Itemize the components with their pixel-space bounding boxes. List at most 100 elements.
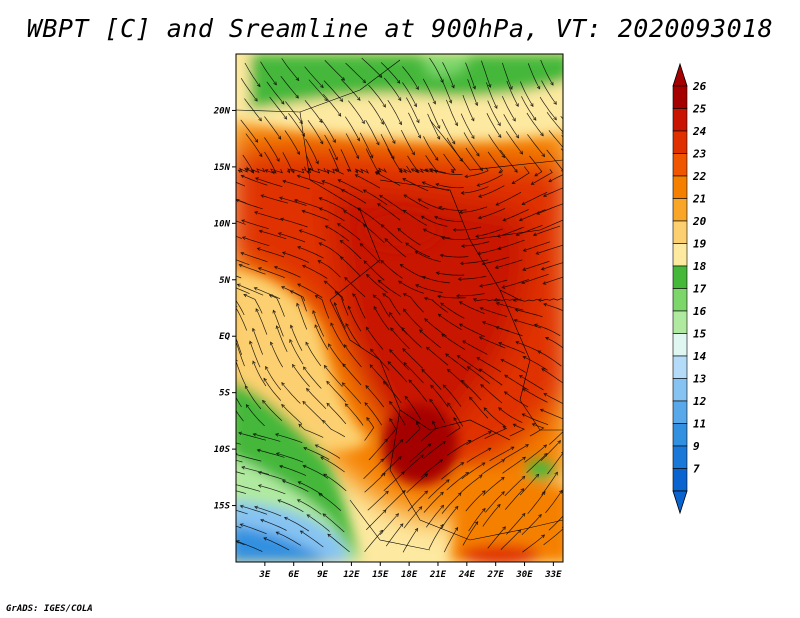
streamline-arrow [318, 197, 323, 201]
streamline-arrow [497, 122, 501, 127]
streamline-arrow [430, 384, 434, 389]
streamline [383, 77, 402, 101]
streamline [368, 100, 384, 125]
streamline-arrow [512, 298, 517, 302]
streamline [469, 396, 489, 419]
streamline-arrow [502, 217, 507, 222]
streamline [375, 167, 388, 175]
streamline [403, 210, 428, 226]
streamline-arrow [260, 518, 265, 523]
streamline [564, 58, 579, 82]
lon-tick-label: 15E [372, 570, 389, 580]
streamline-arrow [265, 365, 269, 370]
colorbar-label: 12 [693, 395, 707, 408]
streamline [365, 385, 385, 408]
streamline [539, 96, 557, 121]
streamline-arrow [339, 240, 344, 244]
streamline [536, 203, 563, 215]
streamline-arrow [417, 198, 422, 202]
streamline [302, 401, 324, 422]
streamline-arrow [452, 228, 457, 232]
streamline-arrow [239, 504, 244, 509]
streamline-arrow [344, 276, 348, 281]
streamline [442, 384, 462, 407]
streamline [308, 79, 328, 102]
streamline-arrow [514, 308, 519, 312]
streamline [521, 191, 548, 205]
streamline-arrow [396, 80, 401, 84]
streamline-arrow [414, 527, 419, 532]
streamline-arrow [481, 507, 486, 512]
streamline-arrow [521, 280, 526, 285]
streamline [407, 490, 428, 512]
streamline-arrow [382, 293, 387, 297]
streamline-arrow [281, 382, 285, 386]
streamline [282, 180, 310, 190]
streamline [254, 211, 282, 221]
streamline-arrow [289, 290, 294, 294]
streamline [441, 118, 456, 145]
colorbar-label: 18 [693, 260, 707, 273]
streamline [240, 523, 267, 535]
streamline-arrow [474, 521, 479, 525]
streamline [506, 513, 526, 535]
streamline-arrow [515, 341, 520, 345]
streamline-arrow [553, 116, 557, 121]
streamline [485, 491, 505, 513]
streamline-arrow [258, 229, 263, 234]
streamline-arrow [218, 466, 221, 469]
streamline-arrow [439, 459, 444, 463]
streamline-arrow [320, 456, 325, 460]
streamline [315, 295, 330, 319]
streamline [538, 298, 563, 301]
streamline-arrow [273, 266, 278, 270]
streamline [403, 308, 423, 330]
streamline-arrow [472, 85, 476, 90]
streamline-arrow [244, 385, 249, 389]
streamline-arrow [498, 407, 502, 411]
streamline [323, 473, 347, 492]
streamline [257, 247, 285, 258]
streamline-arrow [380, 458, 385, 463]
streamline [236, 459, 243, 463]
streamline-arrow [324, 225, 329, 229]
streamline [521, 514, 542, 535]
streamline-arrow [518, 375, 523, 379]
streamline [459, 323, 485, 337]
colorbar-swatch [672, 468, 688, 492]
streamline-arrow [354, 174, 359, 178]
streamline [460, 113, 475, 139]
streamline-arrow [476, 152, 480, 157]
streamline [236, 490, 247, 494]
streamline-arrow [214, 435, 217, 438]
streamline [428, 479, 450, 499]
streamline-arrow [530, 103, 534, 108]
streamline-arrow [296, 174, 301, 179]
streamline-arrow [415, 284, 420, 288]
longitude-axis: 3E 6E 9E 12E 15E 18E 21E 24E 27E 30E 33E [258, 562, 562, 580]
streamline-arrow [540, 132, 544, 137]
streamline [337, 223, 361, 241]
streamline [341, 189, 367, 204]
streamline-arrow [220, 173, 223, 176]
streamline [487, 151, 504, 174]
streamline-arrow [337, 112, 342, 117]
streamline [297, 246, 324, 259]
streamline-arrow [454, 505, 459, 510]
streamline-arrow [447, 402, 451, 407]
streamline [527, 63, 541, 90]
streamline [296, 303, 308, 330]
streamline [482, 477, 505, 496]
streamline [280, 218, 308, 228]
streamline [330, 322, 345, 348]
streamline-arrow [543, 393, 548, 397]
streamline-arrow [320, 84, 324, 89]
streamline-arrow [263, 377, 267, 382]
streamline-arrow [487, 431, 492, 435]
streamline-arrow [355, 155, 360, 160]
streamline [522, 388, 548, 403]
streamline [446, 472, 469, 491]
streamline-arrow [435, 271, 440, 275]
streamline [340, 79, 361, 101]
streamline-arrow [254, 211, 258, 215]
